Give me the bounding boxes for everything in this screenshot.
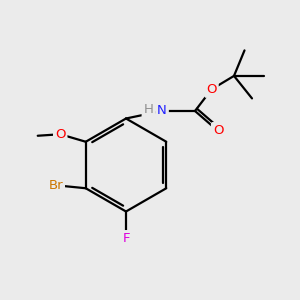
Text: O: O bbox=[206, 83, 217, 96]
Text: O: O bbox=[213, 124, 223, 137]
Text: F: F bbox=[122, 232, 130, 245]
Text: Br: Br bbox=[48, 179, 63, 192]
Text: N: N bbox=[157, 104, 167, 118]
Text: O: O bbox=[55, 128, 65, 141]
Text: H: H bbox=[144, 103, 153, 116]
